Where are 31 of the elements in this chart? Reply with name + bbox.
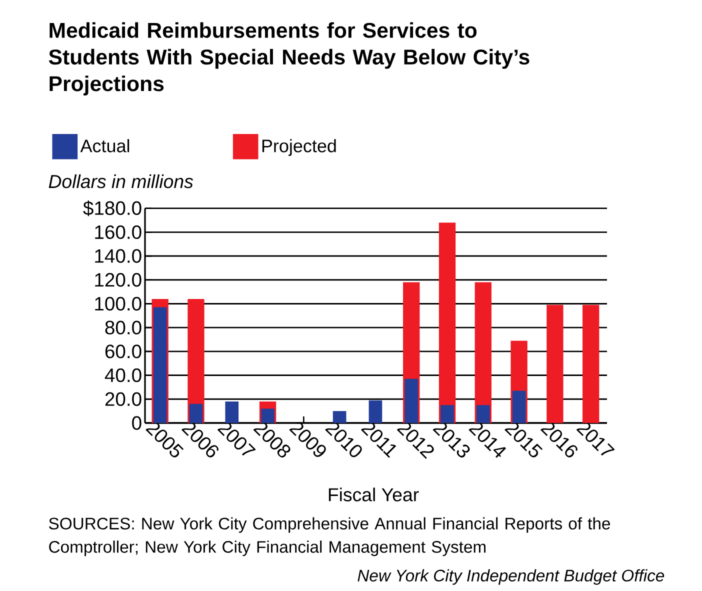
bar	[512, 390, 526, 423]
bar	[368, 400, 382, 423]
legend-label: Actual	[80, 139, 130, 152]
y-tick-label: $180.0	[83, 200, 142, 216]
y-tick-label: 60.0	[105, 344, 142, 358]
y-tick-label: 100.0	[95, 296, 142, 311]
y-tick-label: 40.0	[104, 368, 142, 382]
y-tick-label: 80.0	[105, 320, 142, 334]
bar	[582, 304, 600, 423]
bar	[476, 405, 490, 423]
bar	[440, 405, 454, 423]
source-note: SOURCES: New York City Comprehensive Annual Financial Reports of the Comptroller; New York City Financial Management System	[49, 517, 610, 556]
text: New York City Independent Budget Office	[358, 569, 664, 585]
legend-label: Projected	[262, 139, 336, 156]
bar	[225, 402, 239, 423]
chart-title: Medicaid Reimbursements for Services to Students With Special Needs Way Below City’s Projections	[48, 22, 530, 96]
y-tick-label: 140.0	[95, 249, 142, 263]
y-tick-label: 120.0	[95, 273, 142, 287]
bar	[189, 404, 203, 423]
bar	[438, 222, 456, 423]
y-tick-label: 160.0	[95, 225, 142, 240]
x-axis-title: Fiscal Year	[328, 488, 419, 502]
x-tick-label: 2017	[576, 422, 615, 456]
bar	[261, 408, 274, 423]
bar	[546, 304, 564, 423]
y-tick-label: 0	[132, 416, 142, 430]
y-axis-title: Dollars in millions	[48, 174, 194, 188]
bar	[153, 307, 167, 423]
bar	[404, 378, 418, 423]
y-tick-label: 20.0	[105, 392, 142, 406]
bar	[332, 411, 346, 423]
